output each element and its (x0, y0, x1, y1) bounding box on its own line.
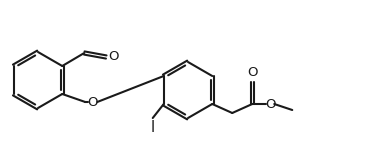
Text: I: I (151, 121, 155, 135)
Text: O: O (109, 50, 119, 64)
Text: O: O (247, 67, 258, 79)
Text: O: O (88, 95, 98, 109)
Text: O: O (265, 97, 275, 111)
